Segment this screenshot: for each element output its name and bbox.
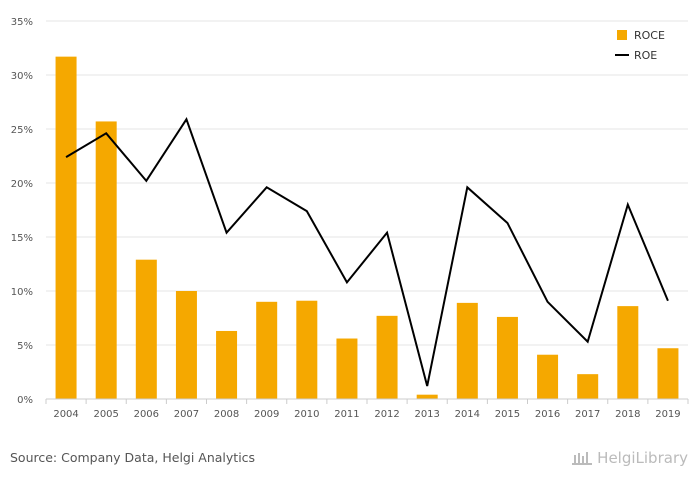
x-tick-label: 2007 (174, 409, 199, 420)
roe-line-series (65, 117, 669, 387)
roce-bar (416, 394, 438, 399)
x-tick-label: 2005 (93, 409, 118, 420)
y-tick-label: 15% (11, 233, 33, 244)
roce-bar (55, 56, 77, 399)
x-tick-label: 2008 (214, 409, 239, 420)
y-tick-label: 5% (17, 341, 33, 352)
x-tick-label: 2016 (535, 409, 560, 420)
roce-bar (617, 306, 639, 399)
x-tick-label: 2019 (655, 409, 680, 420)
legend-label-roe: ROE (634, 49, 657, 62)
y-tick-label: 35% (11, 17, 33, 28)
roce-bar (657, 348, 679, 399)
x-tick-label: 2010 (294, 409, 319, 420)
x-tick-label: 2017 (575, 409, 600, 420)
helgi-library-logo: HelgiLibrary (571, 449, 688, 467)
y-tick-label: 30% (11, 71, 33, 82)
roce-bar (376, 315, 398, 399)
x-tick-label: 2004 (53, 409, 78, 420)
y-axis-ticks: 0% 5% 10% 15% 20% 25% 30% 35% (11, 17, 33, 406)
roce-bar (456, 302, 478, 399)
roce-bar (296, 300, 318, 399)
roce-bar (216, 330, 238, 399)
chart: 0%5%10%15%20%25%30%35% 2004 2005 2006 2007 2… (11, 17, 689, 420)
source-note: Source: Company Data, Helgi Analytics (10, 450, 256, 465)
x-tick-label: 2014 (455, 409, 480, 420)
x-tick-label: 2009 (254, 409, 279, 420)
library-building-icon (572, 452, 593, 465)
x-axis (45, 398, 689, 404)
x-tick-label: 2011 (334, 409, 359, 420)
x-tick-label: 2018 (615, 409, 640, 420)
roce-bar (95, 121, 117, 399)
logo-text: HelgiLibrary (597, 449, 688, 467)
roe-line (65, 117, 669, 387)
roce-bar (537, 354, 559, 399)
x-axis-ticks: 2004 2005 2006 2007 2008 2009 2010 2011 2012 2013… (53, 409, 680, 420)
legend: ROCE ROE (615, 29, 665, 62)
roce-bars (55, 56, 679, 399)
legend-label-roce: ROCE (634, 29, 665, 42)
x-tick-label: 2006 (134, 409, 159, 420)
roce-bar (256, 301, 278, 399)
roce-bar (577, 374, 599, 399)
roce-bar (175, 291, 197, 399)
x-tick-label: 2015 (495, 409, 520, 420)
legend-swatch-roce (617, 30, 627, 40)
y-tick-label: 20% (11, 179, 33, 190)
x-tick-label: 2012 (374, 409, 399, 420)
y-tick-label: 10% (11, 287, 33, 298)
roce-bar (135, 259, 157, 399)
roce-bar (496, 316, 518, 399)
y-tick-label: 0% (17, 395, 33, 406)
x-tick-label: 2013 (414, 409, 439, 420)
y-tick-label: 25% (11, 125, 33, 136)
roce-bar (336, 338, 358, 399)
